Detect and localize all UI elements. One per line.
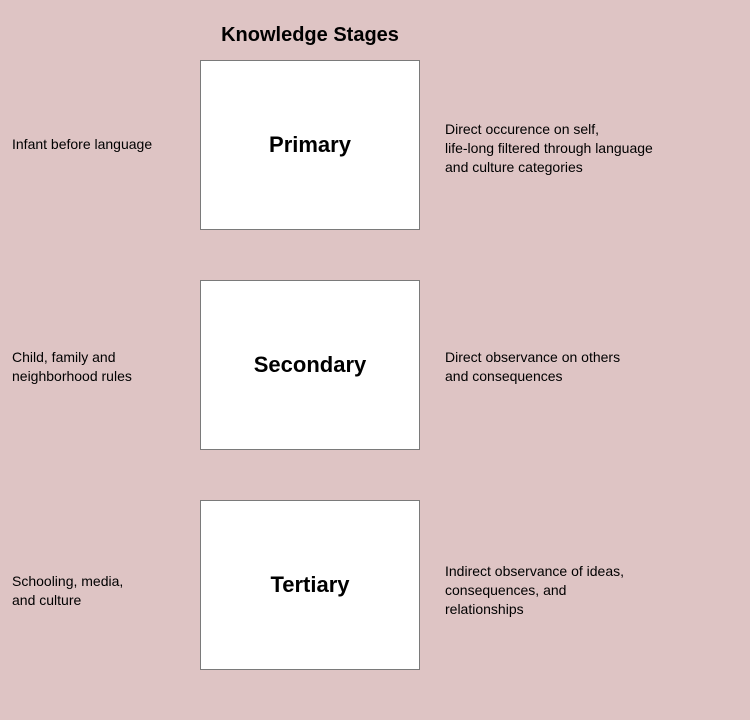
diagram-canvas: Knowledge Stages Infant before language … [0, 0, 750, 720]
secondary-box-label: Secondary [254, 352, 367, 378]
primary-box: Primary [200, 60, 420, 230]
tertiary-right-label: Indirect observance of ideas,consequence… [445, 562, 745, 619]
primary-right-label: Direct occurence on self,life-long filte… [445, 120, 745, 177]
secondary-left-label: Child, family andneighborhood rules [12, 348, 192, 386]
primary-box-label: Primary [269, 132, 351, 158]
primary-left-label: Infant before language [12, 135, 192, 154]
tertiary-box: Tertiary [200, 500, 420, 670]
tertiary-left-label: Schooling, media,and culture [12, 572, 192, 610]
diagram-title: Knowledge Stages [190, 24, 430, 47]
secondary-box: Secondary [200, 280, 420, 450]
tertiary-box-label: Tertiary [270, 572, 349, 598]
secondary-right-label: Direct observance on othersand consequen… [445, 348, 745, 386]
